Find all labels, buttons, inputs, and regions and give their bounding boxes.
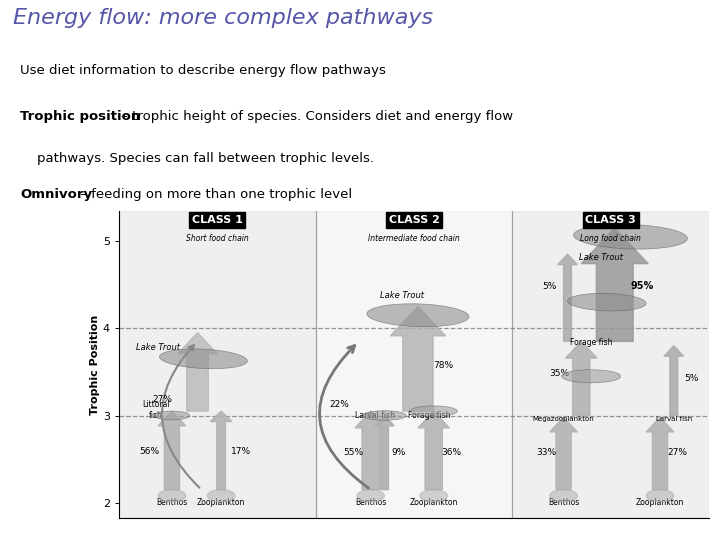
- FancyArrow shape: [664, 346, 683, 415]
- Ellipse shape: [410, 406, 457, 416]
- Text: CLASS 2: CLASS 2: [389, 215, 439, 225]
- Text: 95%: 95%: [631, 281, 654, 291]
- FancyArrow shape: [647, 417, 674, 490]
- FancyArrow shape: [158, 411, 186, 490]
- FancyArrowPatch shape: [320, 346, 369, 488]
- FancyArrow shape: [374, 415, 395, 490]
- Text: 27%: 27%: [152, 395, 172, 404]
- Text: 9%: 9%: [391, 448, 405, 457]
- FancyArrow shape: [558, 254, 577, 341]
- Text: 33%: 33%: [536, 448, 556, 457]
- Text: Zooplankton: Zooplankton: [197, 498, 246, 508]
- Text: – feeding on more than one trophic level: – feeding on more than one trophic level: [76, 188, 353, 201]
- Text: 27%: 27%: [667, 448, 688, 457]
- Ellipse shape: [154, 411, 189, 420]
- Text: Lake Trout: Lake Trout: [380, 291, 424, 300]
- Bar: [513, 211, 709, 518]
- Text: Megazooplankton: Megazooplankton: [533, 416, 595, 422]
- Ellipse shape: [363, 411, 406, 420]
- Text: Omnivory: Omnivory: [20, 188, 92, 201]
- Text: pathways. Species can fall between trophic levels.: pathways. Species can fall between troph…: [20, 152, 374, 165]
- Text: CLASS 1: CLASS 1: [192, 215, 243, 225]
- FancyArrow shape: [565, 341, 597, 415]
- Text: Energy flow: more complex pathways: Energy flow: more complex pathways: [13, 8, 433, 28]
- Circle shape: [158, 490, 186, 502]
- Y-axis label: Trophic Position: Trophic Position: [90, 314, 100, 415]
- Text: Benthos: Benthos: [156, 498, 188, 508]
- Ellipse shape: [159, 349, 248, 369]
- FancyArrow shape: [178, 333, 217, 411]
- Text: Long food chain: Long food chain: [580, 234, 642, 243]
- Circle shape: [357, 490, 384, 502]
- FancyArrow shape: [355, 411, 387, 490]
- Text: Littoral
fish: Littoral fish: [143, 401, 170, 420]
- Text: Lake Trout: Lake Trout: [579, 253, 623, 262]
- Text: 55%: 55%: [343, 448, 363, 457]
- Text: Lake Trout: Lake Trout: [136, 343, 180, 352]
- Text: 22%: 22%: [329, 400, 349, 409]
- Text: 35%: 35%: [549, 369, 570, 379]
- FancyArrowPatch shape: [162, 345, 199, 488]
- Text: Larval fish: Larval fish: [355, 411, 395, 420]
- Text: Zooplankton: Zooplankton: [636, 498, 684, 508]
- Ellipse shape: [367, 304, 469, 327]
- Bar: [119, 211, 315, 518]
- FancyArrow shape: [550, 417, 577, 490]
- Bar: [315, 211, 513, 518]
- Circle shape: [420, 490, 447, 502]
- Ellipse shape: [562, 370, 621, 383]
- Text: 78%: 78%: [433, 361, 454, 369]
- Ellipse shape: [574, 225, 688, 249]
- Circle shape: [550, 490, 577, 502]
- FancyArrow shape: [418, 411, 449, 490]
- Text: Forage fish: Forage fish: [570, 339, 613, 348]
- Text: CLASS 3: CLASS 3: [585, 215, 636, 225]
- FancyArrow shape: [581, 228, 648, 341]
- Text: 17%: 17%: [230, 447, 251, 456]
- FancyArrow shape: [210, 411, 232, 490]
- Circle shape: [647, 490, 674, 502]
- Text: 5%: 5%: [543, 282, 557, 291]
- Circle shape: [207, 490, 235, 502]
- Text: Forage fish: Forage fish: [408, 411, 451, 420]
- Text: – trophic height of species. Considers diet and energy flow: – trophic height of species. Considers d…: [117, 110, 513, 123]
- Text: Zooplankton: Zooplankton: [410, 498, 458, 508]
- Text: Short food chain: Short food chain: [186, 234, 248, 243]
- Text: Larval fish: Larval fish: [656, 416, 692, 422]
- Text: Intermediate food chain: Intermediate food chain: [368, 234, 460, 243]
- Ellipse shape: [567, 293, 646, 311]
- Text: Benthos: Benthos: [548, 498, 579, 508]
- Text: 5%: 5%: [684, 374, 698, 383]
- Text: 56%: 56%: [139, 447, 159, 456]
- FancyArrow shape: [390, 307, 446, 411]
- Text: Benthos: Benthos: [355, 498, 387, 508]
- Text: 36%: 36%: [441, 448, 462, 457]
- Text: Use diet information to describe energy flow pathways: Use diet information to describe energy …: [20, 64, 386, 77]
- Text: Trophic position: Trophic position: [20, 110, 140, 123]
